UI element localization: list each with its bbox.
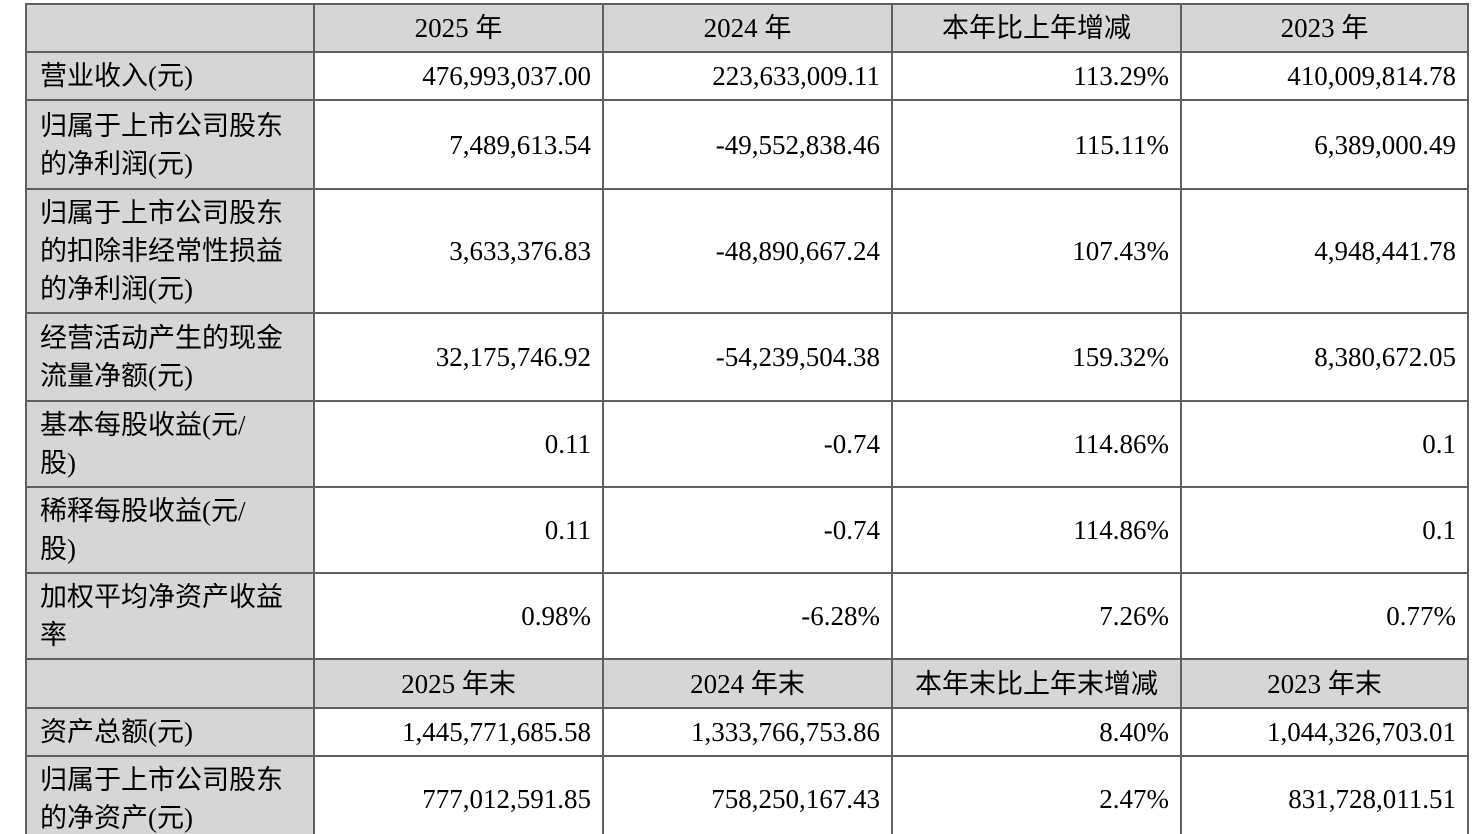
cell-weighted-avg-roe-2023: 0.77% [1180, 572, 1469, 660]
cell-operating-cash-flow-2024: -54,239,504.38 [602, 312, 893, 402]
column-header-2024-yearend: 2024 年末 [602, 658, 893, 709]
table-header-row-period: 2025 年 2024 年 本年比上年增减 2023 年 [25, 3, 1469, 53]
row-label-weighted-avg-roe: 加权平均净资产收益 率 [25, 572, 315, 660]
table-row-diluted-eps: 稀释每股收益(元/ 股) 0.11 -0.74 114.86% 0.1 [25, 486, 1469, 574]
column-header-2025-yearend: 2025 年末 [313, 658, 604, 709]
cell-net-assets-2025: 777,012,591.85 [313, 755, 604, 834]
table-row-total-assets: 资产总额(元) 1,445,771,685.58 1,333,766,753.8… [25, 707, 1469, 757]
cell-net-profit-2023: 6,389,000.49 [1180, 99, 1469, 190]
cell-operating-cash-flow-2023: 8,380,672.05 [1180, 312, 1469, 402]
table-row-operating-cash-flow: 经营活动产生的现金 流量净额(元) 32,175,746.92 -54,239,… [25, 312, 1469, 402]
column-header-2023: 2023 年 [1180, 3, 1469, 53]
cell-total-assets-change: 8.40% [891, 707, 1182, 757]
row-label-deducted-net-profit: 归属于上市公司股东 的扣除非经常性损益 的净利润(元) [25, 188, 315, 314]
cell-total-assets-2023: 1,044,326,703.01 [1180, 707, 1469, 757]
table-row-net-assets: 归属于上市公司股东 的净资产(元) 777,012,591.85 758,250… [25, 755, 1469, 834]
cell-revenue-2025: 476,993,037.00 [313, 51, 604, 101]
cell-weighted-avg-roe-2025: 0.98% [313, 572, 604, 660]
cell-net-assets-2023: 831,728,011.51 [1180, 755, 1469, 834]
cell-deducted-net-profit-2025: 3,633,376.83 [313, 188, 604, 314]
column-header-2023-yearend: 2023 年末 [1180, 658, 1469, 709]
row-label-operating-cash-flow: 经营活动产生的现金 流量净额(元) [25, 312, 315, 402]
cell-revenue-2024: 223,633,009.11 [602, 51, 893, 101]
column-header-2025: 2025 年 [313, 3, 604, 53]
cell-diluted-eps-2023: 0.1 [1180, 486, 1469, 574]
cell-operating-cash-flow-change: 159.32% [891, 312, 1182, 402]
cell-basic-eps-change: 114.86% [891, 400, 1182, 488]
table-row-revenue: 营业收入(元) 476,993,037.00 223,633,009.11 11… [25, 51, 1469, 101]
table-row-weighted-avg-roe: 加权平均净资产收益 率 0.98% -6.28% 7.26% 0.77% [25, 572, 1469, 660]
table-header-row-yearend: 2025 年末 2024 年末 本年末比上年末增减 2023 年末 [25, 658, 1469, 709]
cell-weighted-avg-roe-2024: -6.28% [602, 572, 893, 660]
column-header-2024: 2024 年 [602, 3, 893, 53]
cell-operating-cash-flow-2025: 32,175,746.92 [313, 312, 604, 402]
cell-diluted-eps-change: 114.86% [891, 486, 1182, 574]
column-header-yearend-change: 本年末比上年末增减 [891, 658, 1182, 709]
cell-basic-eps-2024: -0.74 [602, 400, 893, 488]
cell-net-profit-2025: 7,489,613.54 [313, 99, 604, 190]
cell-diluted-eps-2025: 0.11 [313, 486, 604, 574]
cell-revenue-change: 113.29% [891, 51, 1182, 101]
row-label-diluted-eps: 稀释每股收益(元/ 股) [25, 486, 315, 574]
cell-net-profit-2024: -49,552,838.46 [602, 99, 893, 190]
cell-basic-eps-2025: 0.11 [313, 400, 604, 488]
cell-diluted-eps-2024: -0.74 [602, 486, 893, 574]
row-label-total-assets: 资产总额(元) [25, 707, 315, 757]
row-label-net-assets: 归属于上市公司股东 的净资产(元) [25, 755, 315, 834]
corner-cell [25, 3, 315, 53]
column-header-yoy-change: 本年比上年增减 [891, 3, 1182, 53]
cell-net-assets-2024: 758,250,167.43 [602, 755, 893, 834]
table-row-deducted-net-profit: 归属于上市公司股东 的扣除非经常性损益 的净利润(元) 3,633,376.83… [25, 188, 1469, 314]
cell-revenue-2023: 410,009,814.78 [1180, 51, 1469, 101]
financial-indicators-table: 2025 年 2024 年 本年比上年增减 2023 年 营业收入(元) 476… [25, 3, 1469, 834]
row-label-net-profit: 归属于上市公司股东 的净利润(元) [25, 99, 315, 190]
cell-weighted-avg-roe-change: 7.26% [891, 572, 1182, 660]
cell-deducted-net-profit-change: 107.43% [891, 188, 1182, 314]
table-row-basic-eps: 基本每股收益(元/ 股) 0.11 -0.74 114.86% 0.1 [25, 400, 1469, 488]
corner-cell-yearend [25, 658, 315, 709]
cell-net-profit-change: 115.11% [891, 99, 1182, 190]
table-row-net-profit: 归属于上市公司股东 的净利润(元) 7,489,613.54 -49,552,8… [25, 99, 1469, 190]
row-label-basic-eps: 基本每股收益(元/ 股) [25, 400, 315, 488]
cell-total-assets-2025: 1,445,771,685.58 [313, 707, 604, 757]
cell-deducted-net-profit-2023: 4,948,441.78 [1180, 188, 1469, 314]
cell-net-assets-change: 2.47% [891, 755, 1182, 834]
cell-basic-eps-2023: 0.1 [1180, 400, 1469, 488]
row-label-revenue: 营业收入(元) [25, 51, 315, 101]
cell-deducted-net-profit-2024: -48,890,667.24 [602, 188, 893, 314]
cell-total-assets-2024: 1,333,766,753.86 [602, 707, 893, 757]
